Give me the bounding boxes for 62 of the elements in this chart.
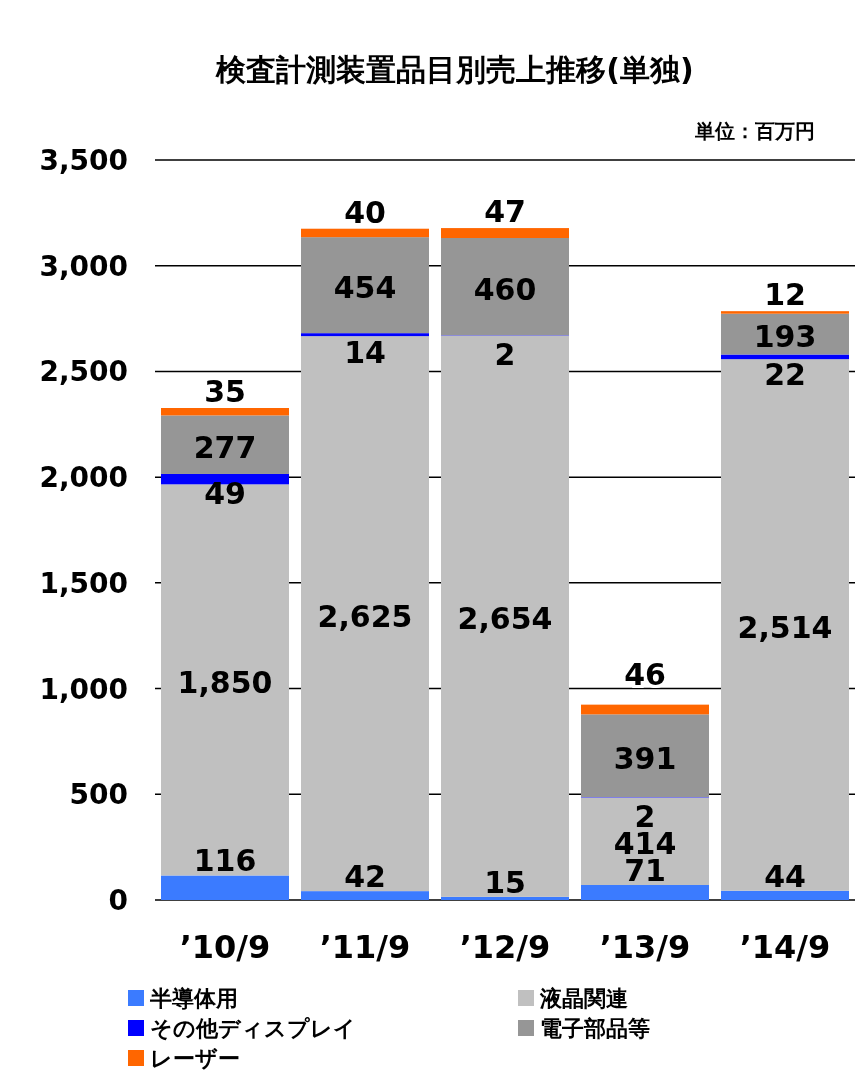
data-label: 35 — [204, 374, 246, 410]
legend-label: その他ディスプレイ — [150, 1016, 356, 1041]
bar — [161, 408, 289, 416]
bar — [441, 335, 569, 897]
bar — [161, 415, 289, 474]
data-label: 42 — [344, 859, 386, 895]
x-tick-label: ’10/9 — [179, 928, 271, 966]
y-tick-label: 500 — [69, 778, 128, 812]
bar — [301, 336, 429, 892]
bar — [301, 228, 429, 238]
data-label: 47 — [484, 194, 526, 230]
bar — [441, 228, 569, 239]
y-tick-label: 1,500 — [39, 566, 128, 600]
x-tick-label: ’14/9 — [739, 928, 831, 966]
data-label: 2 — [494, 337, 516, 373]
data-label: 277 — [193, 429, 257, 465]
text: 単位：百万円 — [694, 119, 815, 143]
x-tick-label: ’13/9 — [599, 928, 691, 966]
y-tick-label: 0 — [108, 884, 128, 917]
y-tick-label: 2,000 — [39, 461, 128, 495]
x-tick-label: ’11/9 — [319, 928, 411, 966]
data-label: 116 — [193, 843, 257, 879]
data-label: 44 — [764, 858, 806, 894]
chart-title: 検査計測装置品目別売上推移(単独) — [215, 52, 694, 87]
y-tick-label: 1,000 — [39, 672, 128, 706]
y-tick-label: 2,500 — [39, 355, 128, 389]
y-tick-label: 3,500 — [39, 144, 128, 177]
data-label: 460 — [473, 271, 537, 307]
data-label: 22 — [764, 356, 806, 392]
bar — [721, 359, 849, 891]
bar — [301, 891, 429, 900]
data-label: 193 — [753, 319, 817, 355]
bar — [441, 238, 569, 336]
bar — [581, 884, 709, 900]
legend-label: 電子部品等 — [540, 1016, 650, 1041]
bar — [301, 333, 429, 337]
legend-label: 液晶関連 — [539, 986, 628, 1011]
bar — [721, 311, 849, 314]
bar — [581, 797, 709, 885]
bar — [581, 714, 709, 798]
data-label: 40 — [344, 194, 386, 230]
data-label: 1,850 — [177, 664, 273, 700]
data-label: 2,654 — [457, 601, 553, 637]
bar — [161, 875, 289, 900]
legend-label: 半導体用 — [149, 986, 238, 1011]
legend-label: レーザー — [150, 1046, 240, 1071]
data-label: 2,514 — [737, 609, 833, 645]
bar — [581, 704, 709, 715]
data-label: 12 — [764, 277, 806, 313]
data-label: 14 — [344, 335, 386, 371]
data-label: 2,625 — [317, 598, 413, 634]
data-label: 391 — [613, 740, 677, 776]
bar — [721, 890, 849, 900]
y-tick-label: 3,000 — [39, 249, 128, 283]
data-label: 15 — [484, 864, 526, 900]
x-tick-label: ’12/9 — [459, 928, 551, 966]
data-label: 454 — [333, 270, 397, 306]
data-label: 49 — [204, 475, 246, 511]
bar — [161, 484, 289, 876]
bar — [441, 896, 569, 900]
data-label: 46 — [624, 656, 666, 692]
bar — [301, 237, 429, 334]
